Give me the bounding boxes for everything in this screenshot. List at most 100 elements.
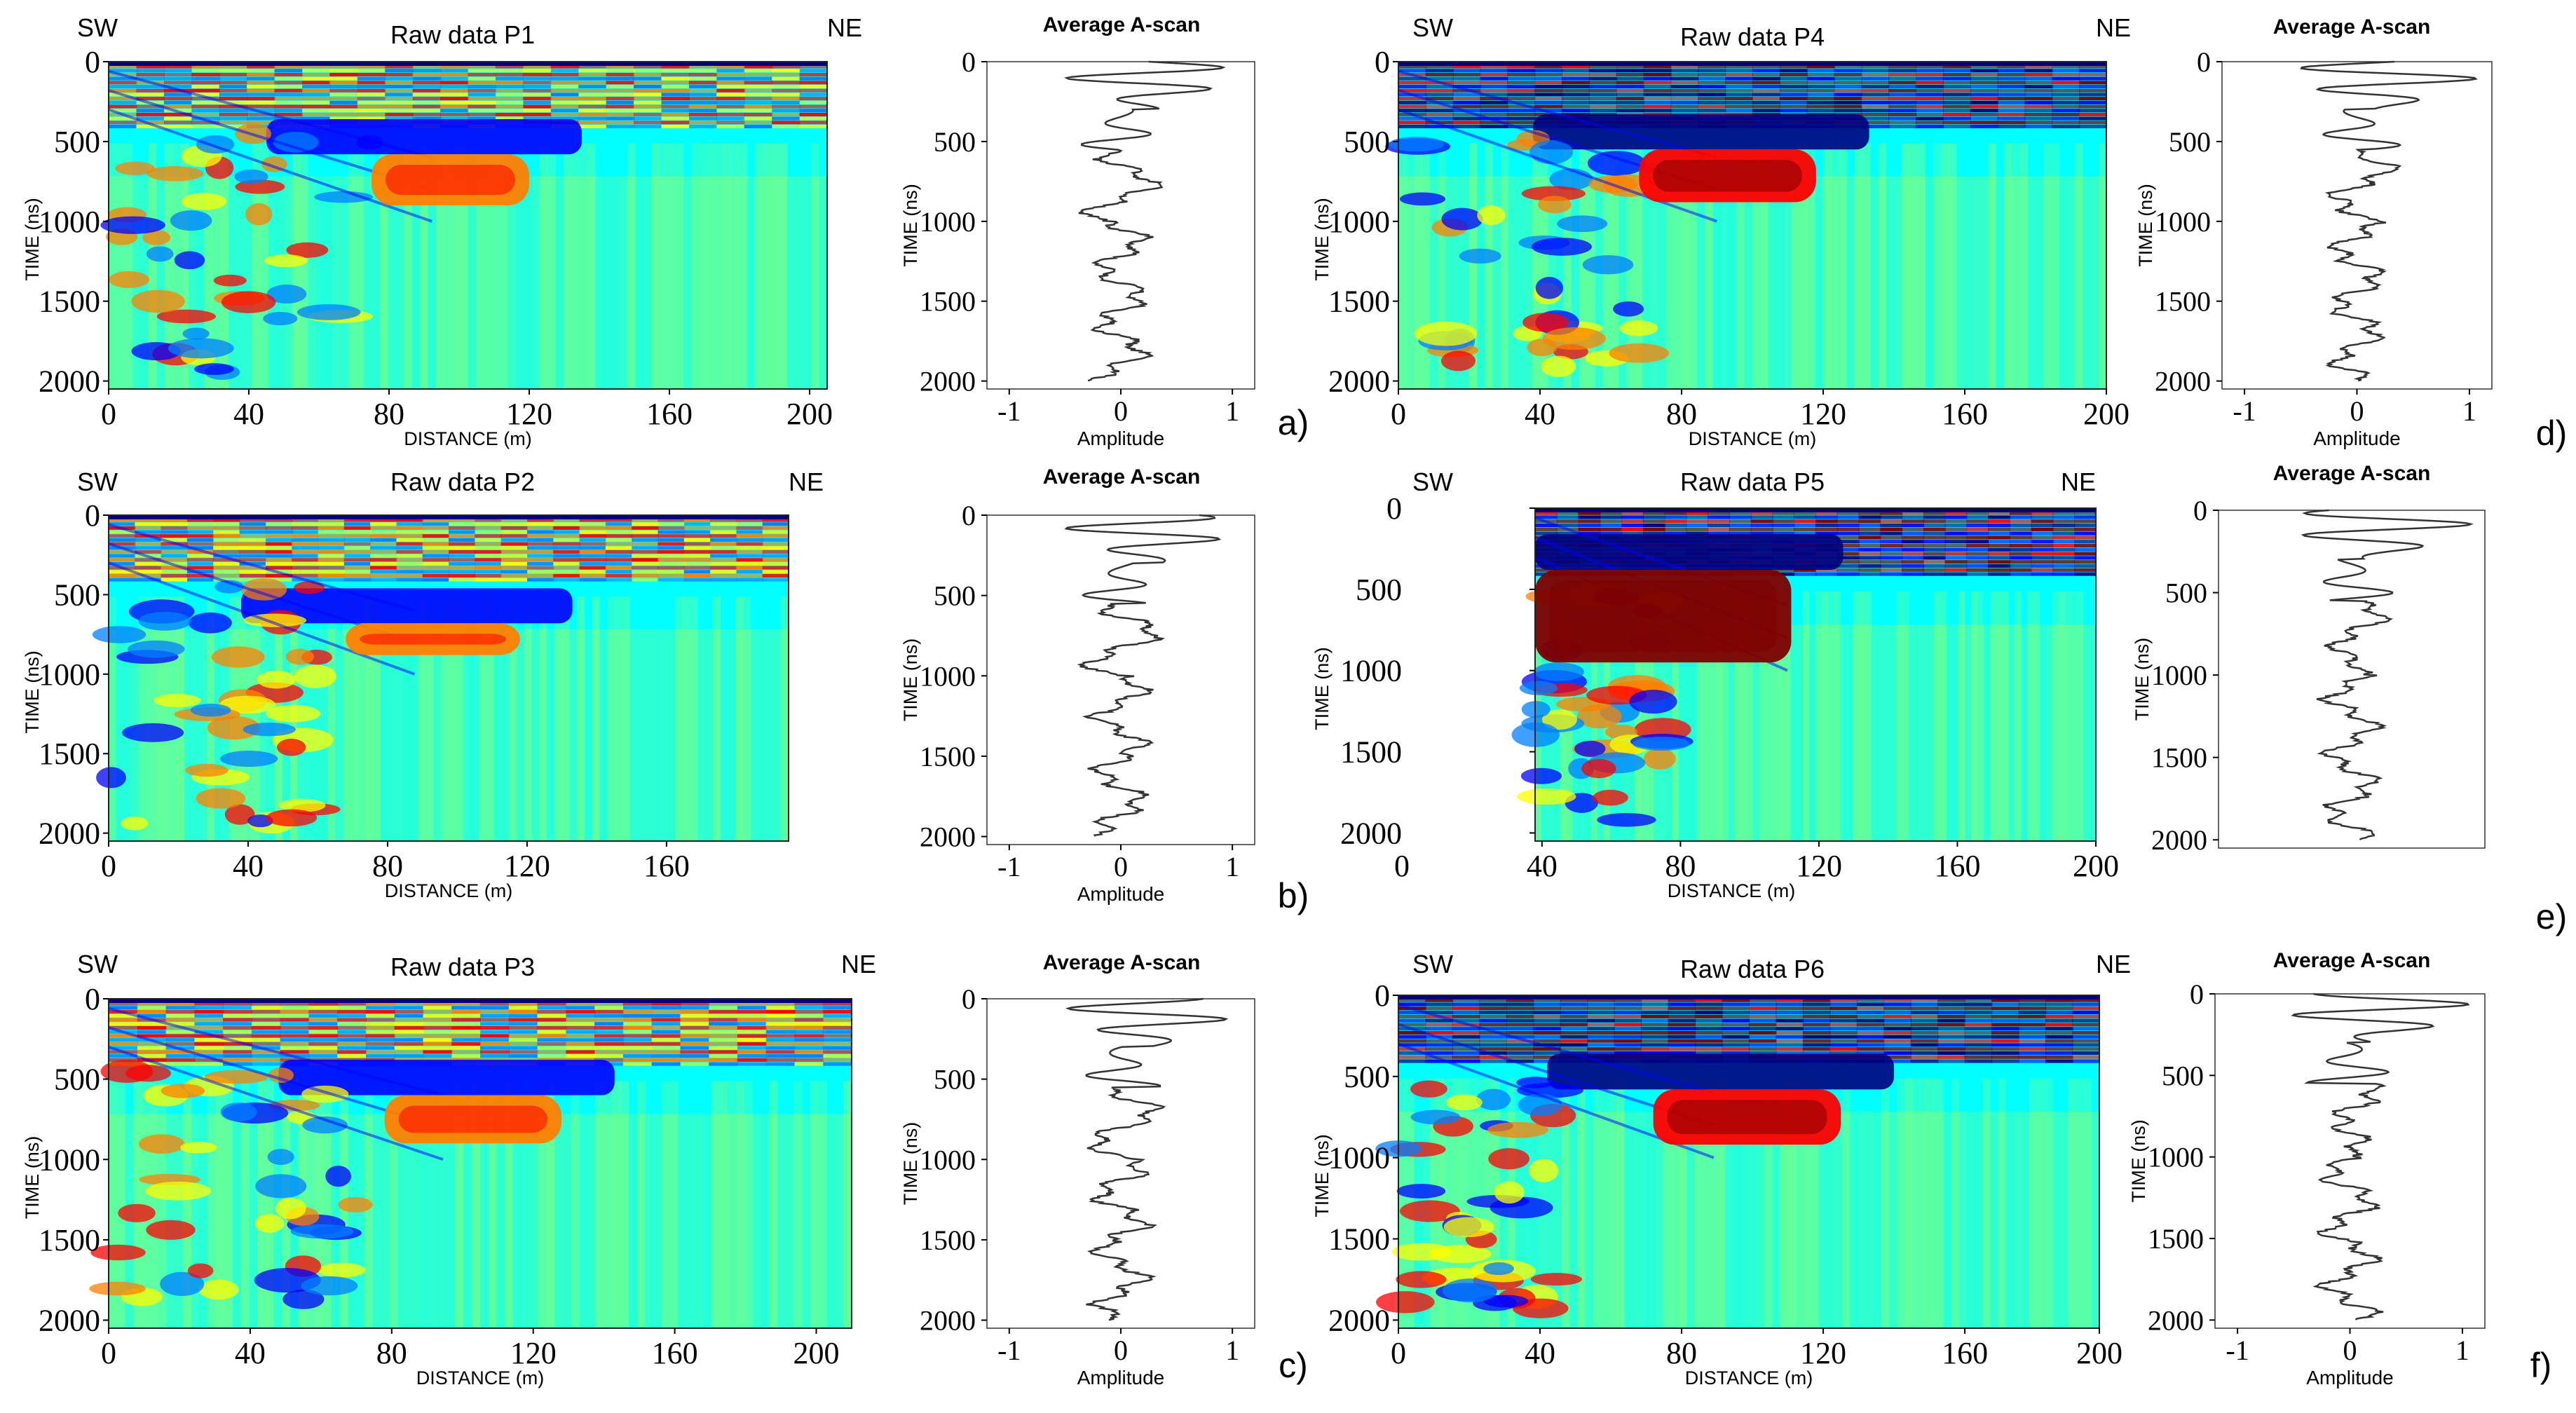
x-tick-label: 1 <box>1225 395 1239 427</box>
radargram-title: Raw data P5 <box>1680 467 1825 496</box>
a-scan-4: 0 500 1000 1500 2000 -1 0 1 Amplitude TIME (ns) Av… <box>2135 15 2567 453</box>
y-tick-label: 0 <box>1386 491 1402 526</box>
panel-label: f) <box>2530 1346 2552 1385</box>
x-tick-label: 120 <box>1800 397 1846 431</box>
y-axis-label: TIME (ns) <box>22 650 43 734</box>
x-tick-label: 40 <box>233 397 264 431</box>
y-tick-label: 1500 <box>1328 285 1390 319</box>
x-tick-label: 80 <box>374 397 404 431</box>
y-axis-label: TIME (ns) <box>900 184 921 267</box>
y-axis-label: TIME (ns) <box>2135 184 2156 267</box>
x-tick-label: 1 <box>1225 1334 1239 1366</box>
direction-sw: SW <box>77 467 118 496</box>
x-tick-label: 200 <box>2073 849 2119 883</box>
y-tick-label: 0 <box>2190 978 2204 1010</box>
panel-label: a) <box>1278 403 1309 442</box>
y-tick-label: 1500 <box>2151 742 2207 774</box>
y-tick-label: 2000 <box>39 1304 100 1338</box>
x-tick-label: 200 <box>2083 397 2129 431</box>
x-tick-label: 120 <box>510 1336 557 1370</box>
y-tick-label: 0 <box>962 46 976 78</box>
y-tick-label: 1500 <box>1340 735 1402 770</box>
y-tick-label: 1000 <box>2148 1142 2204 1173</box>
x-tick-label: 0 <box>1391 397 1406 431</box>
y-axis-label: TIME (ns) <box>900 639 921 722</box>
y-tick-label: 1000 <box>1328 205 1390 239</box>
x-tick-label: 1 <box>2462 395 2476 427</box>
x-axis-label: Amplitude <box>1077 1367 1165 1388</box>
y-tick-label: 0 <box>962 983 976 1015</box>
x-axis-label: DISTANCE (m) <box>416 1367 545 1388</box>
y-tick-label: 1000 <box>39 1142 100 1177</box>
y-axis-label: TIME (ns) <box>22 1136 43 1220</box>
a-scan-title: Average A-scan <box>1043 13 1201 36</box>
radargram-title: Raw data P4 <box>1680 22 1825 51</box>
x-axis-label: DISTANCE (m) <box>404 428 532 449</box>
direction-sw: SW <box>1412 13 1453 42</box>
y-tick-label: 2000 <box>1340 816 1402 850</box>
x-tick-label: 160 <box>652 1336 698 1370</box>
y-tick-label: 1000 <box>2155 206 2211 238</box>
y-tick-label: 500 <box>2162 1060 2204 1091</box>
a-scan-trace <box>2291 992 2470 1320</box>
y-tick-label: 0 <box>2193 495 2207 526</box>
x-tick-label: 200 <box>786 397 833 431</box>
x-tick-label: 200 <box>793 1336 840 1370</box>
y-tick-label: 1500 <box>920 741 976 772</box>
y-tick-label: 1000 <box>1340 654 1402 688</box>
y-tick-label: 500 <box>2165 578 2207 609</box>
a-scan-title: Average A-scan <box>2273 15 2431 39</box>
y-tick-label: 1000 <box>2151 660 2207 691</box>
x-axis-label: DISTANCE (m) <box>1668 880 1796 901</box>
direction-ne: NE <box>841 950 876 978</box>
x-tick-label: 40 <box>1525 1336 1555 1370</box>
x-axis-label: DISTANCE (m) <box>385 880 513 901</box>
a-scan-trace <box>1064 514 1222 837</box>
x-tick-label: 40 <box>233 849 264 883</box>
y-tick-label: 1500 <box>2155 286 2211 318</box>
a-scan-title: Average A-scan <box>2273 949 2431 972</box>
direction-sw: SW <box>1412 467 1453 496</box>
x-tick-label: 160 <box>1934 849 1980 883</box>
y-tick-label: 0 <box>2197 46 2211 78</box>
y-axis-label: TIME (ns) <box>2128 1119 2149 1203</box>
y-tick-label: 1500 <box>39 285 100 319</box>
direction-sw: SW <box>1412 950 1453 978</box>
y-tick-label: 2000 <box>1328 364 1390 399</box>
y-tick-label: 1500 <box>920 286 976 318</box>
x-tick-label: -1 <box>997 395 1021 427</box>
direction-ne: NE <box>827 13 862 42</box>
x-tick-label: 0 <box>2343 1334 2357 1366</box>
y-tick-label: 2000 <box>920 821 976 853</box>
panel-label: e) <box>2536 897 2567 936</box>
x-tick-label: 0 <box>1114 851 1128 882</box>
x-tick-label: 160 <box>646 397 693 431</box>
a-scan-trace <box>2300 60 2478 382</box>
a-scan-title: Average A-scan <box>1043 465 1201 489</box>
y-axis-label: TIME (ns) <box>1311 1134 1333 1217</box>
direction-sw: SW <box>77 13 118 42</box>
x-tick-label: 0 <box>2350 395 2364 427</box>
a-scan-1: 0 500 1000 1500 2000 -1 0 1 Amplitude TIME (ns) Av… <box>900 13 1309 449</box>
y-tick-label: 2000 <box>2148 1304 2204 1336</box>
y-tick-label: 0 <box>962 500 976 531</box>
a-scan-trace <box>1063 60 1226 382</box>
x-tick-label: 1 <box>1225 851 1239 882</box>
y-tick-label: 1000 <box>39 205 100 239</box>
y-axis-label: TIME (ns) <box>1311 647 1333 730</box>
x-tick-label: 160 <box>1942 397 1988 431</box>
x-tick-label: 120 <box>1796 849 1842 883</box>
x-tick-label: 0 <box>1114 1334 1128 1366</box>
a-scan-title: Average A-scan <box>1043 951 1201 974</box>
y-tick-label: 0 <box>85 45 100 79</box>
x-tick-label: 0 <box>101 849 116 883</box>
x-tick-label: 80 <box>1666 1336 1697 1370</box>
y-tick-label: 500 <box>54 1063 100 1097</box>
y-tick-label: 500 <box>54 125 100 159</box>
x-tick-label: 80 <box>1666 397 1697 431</box>
y-tick-label: 2000 <box>2151 824 2207 856</box>
direction-ne: NE <box>789 467 824 496</box>
direction-sw: SW <box>77 950 118 978</box>
